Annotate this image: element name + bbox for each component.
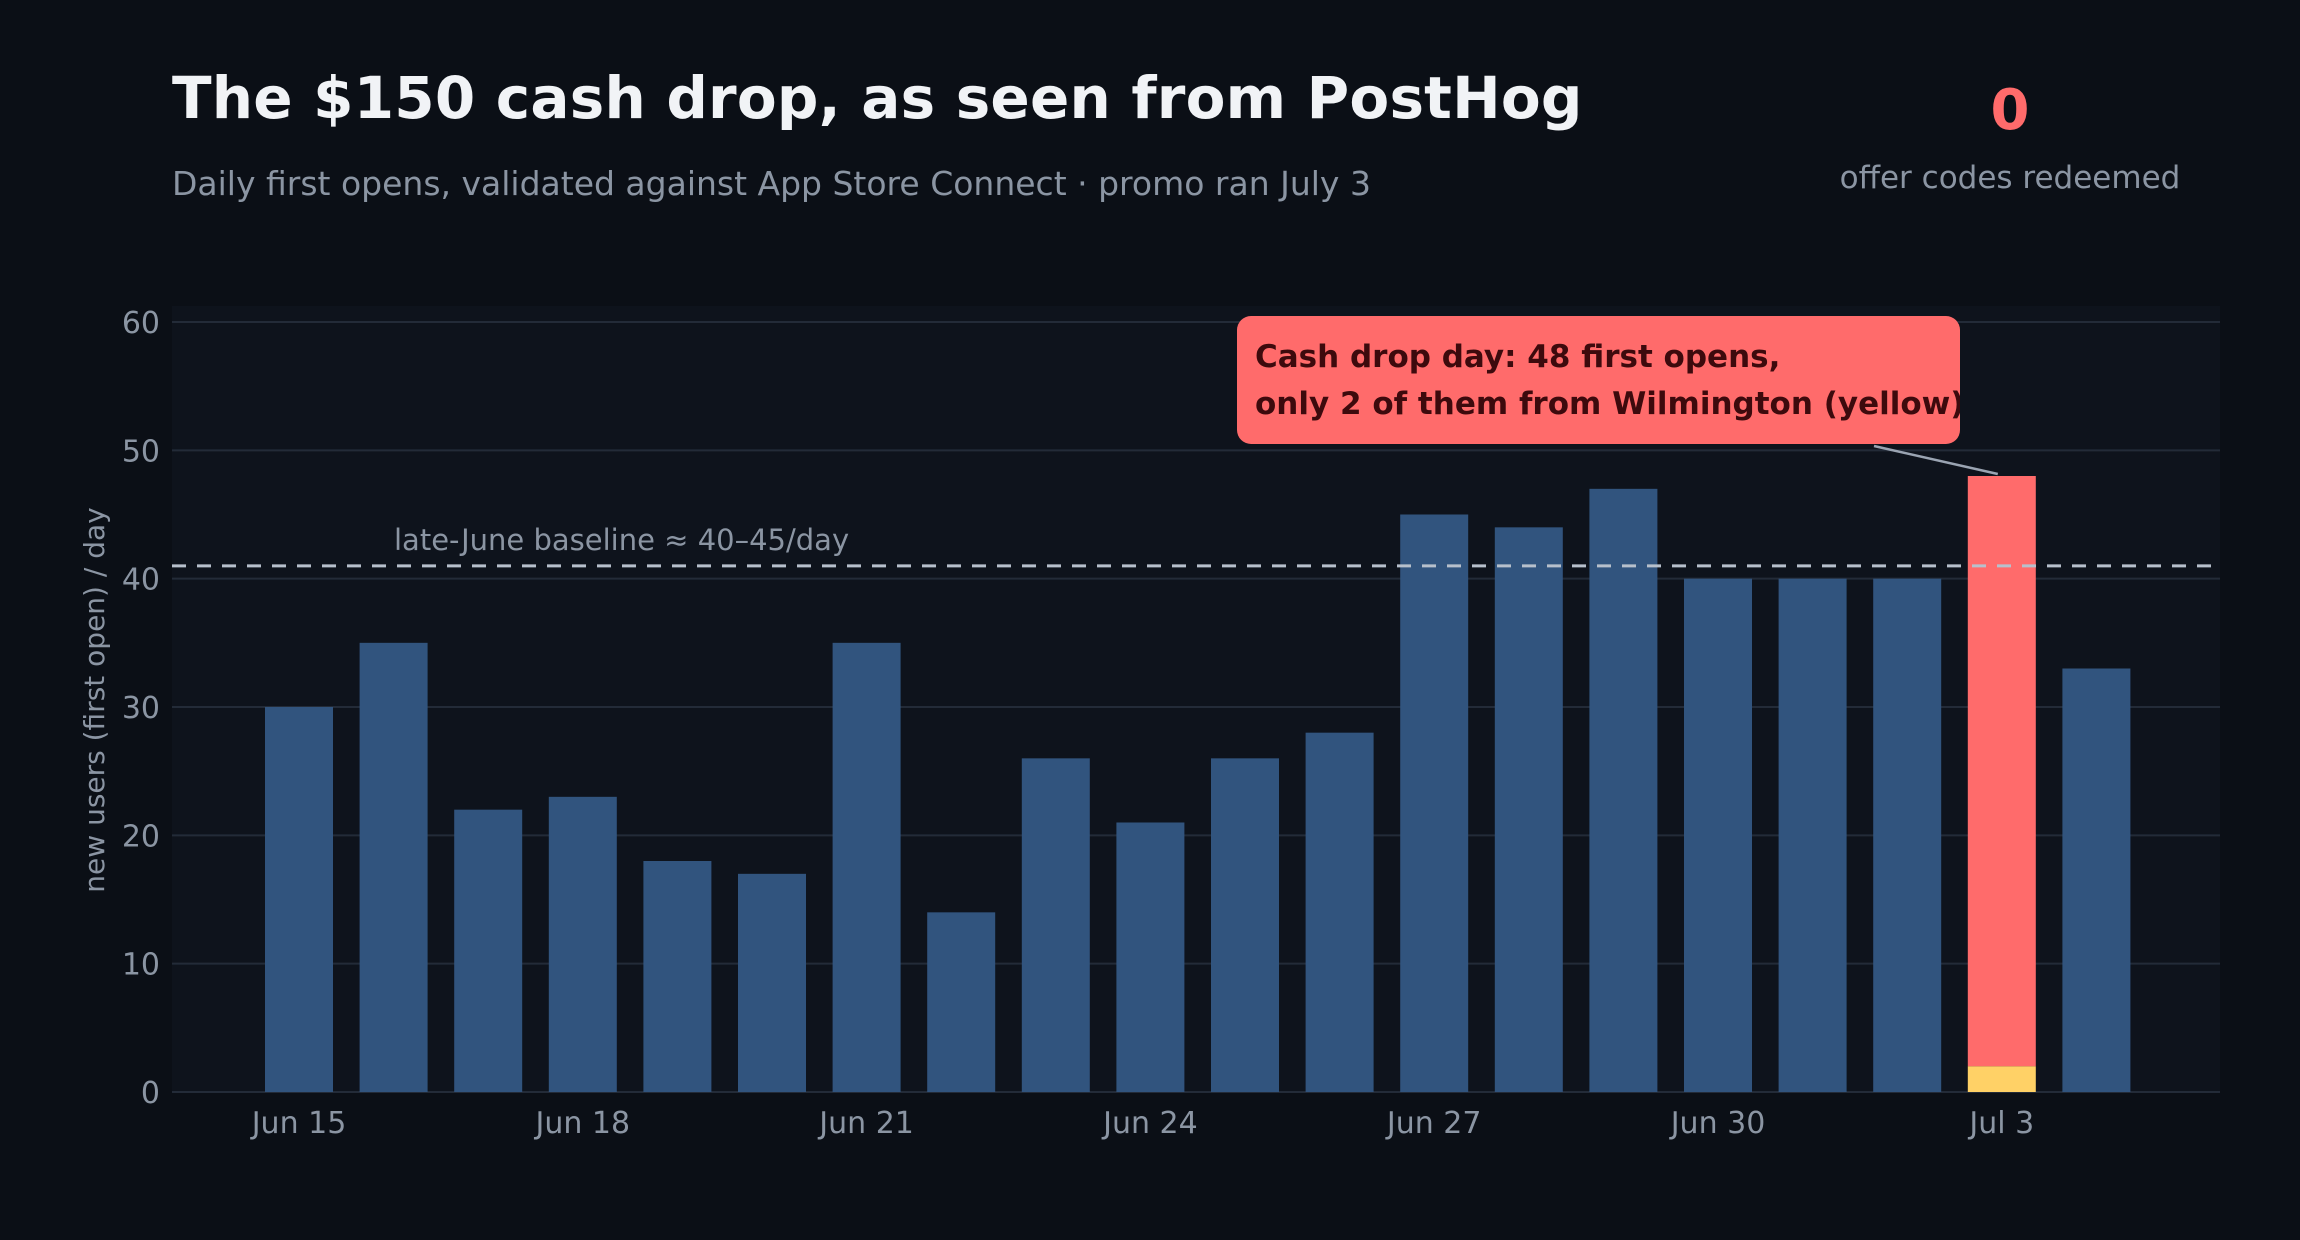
- bar: [1494, 527, 1563, 1092]
- bar: [927, 912, 996, 1092]
- x-tick-label: Jun 27: [1385, 1106, 1482, 1141]
- y-tick-label: 30: [122, 691, 160, 726]
- bar: [738, 873, 806, 1092]
- x-tick-label: Jun 30: [1669, 1106, 1766, 1141]
- x-tick-label: Jun 24: [1101, 1106, 1198, 1141]
- y-tick-label: 60: [122, 306, 160, 341]
- chart-title: The $150 cash drop, as seen from PostHog: [172, 64, 1583, 132]
- kpi-label: offer codes redeemed: [1839, 160, 2181, 196]
- annotation-leader: [1873, 444, 1999, 476]
- y-tick-label: 0: [141, 1076, 160, 1111]
- bar: [359, 642, 428, 1092]
- bar: [1305, 732, 1374, 1092]
- bar: [832, 642, 901, 1092]
- x-tick-label: Jun 18: [534, 1106, 631, 1141]
- bar: [1873, 578, 1942, 1092]
- annotation-line-2: only 2 of them from Wilmington (yellow): [1255, 386, 1960, 422]
- y-tick-label: 10: [122, 948, 160, 983]
- bar: [1778, 578, 1847, 1092]
- y-axis-label: new users (first open) / day: [78, 507, 111, 892]
- y-tick-label: 50: [122, 434, 160, 469]
- x-tick-label: Jun 21: [817, 1106, 914, 1141]
- bar: [1400, 514, 1469, 1092]
- bar: [454, 809, 523, 1092]
- bar: [1589, 488, 1658, 1092]
- x-tick-label: Jun 15: [250, 1106, 347, 1141]
- kpi-value: 0: [1990, 78, 2030, 143]
- bar: [1211, 758, 1279, 1092]
- bar: [2062, 668, 2131, 1092]
- x-tick-label: Jul 3: [1967, 1106, 2034, 1141]
- chart-subtitle: Daily first opens, validated against App…: [172, 164, 1371, 203]
- bar: [548, 796, 617, 1092]
- bar: [265, 707, 333, 1092]
- bar: [1021, 758, 1090, 1092]
- y-tick-label: 40: [122, 563, 160, 598]
- annotation-callout: Cash drop day: 48 first opens, only 2 of…: [1237, 316, 1960, 444]
- baseline-label: late-June baseline ≈ 40–45/day: [394, 523, 849, 557]
- bar: [1684, 578, 1752, 1092]
- bar-wilmington-segment: [1967, 1066, 2036, 1092]
- bar-highlight: [1967, 476, 2036, 1067]
- bar: [643, 861, 712, 1092]
- y-tick-label: 20: [122, 819, 160, 854]
- bar: [1116, 822, 1185, 1092]
- annotation-line-1: Cash drop day: 48 first opens,: [1255, 339, 1781, 375]
